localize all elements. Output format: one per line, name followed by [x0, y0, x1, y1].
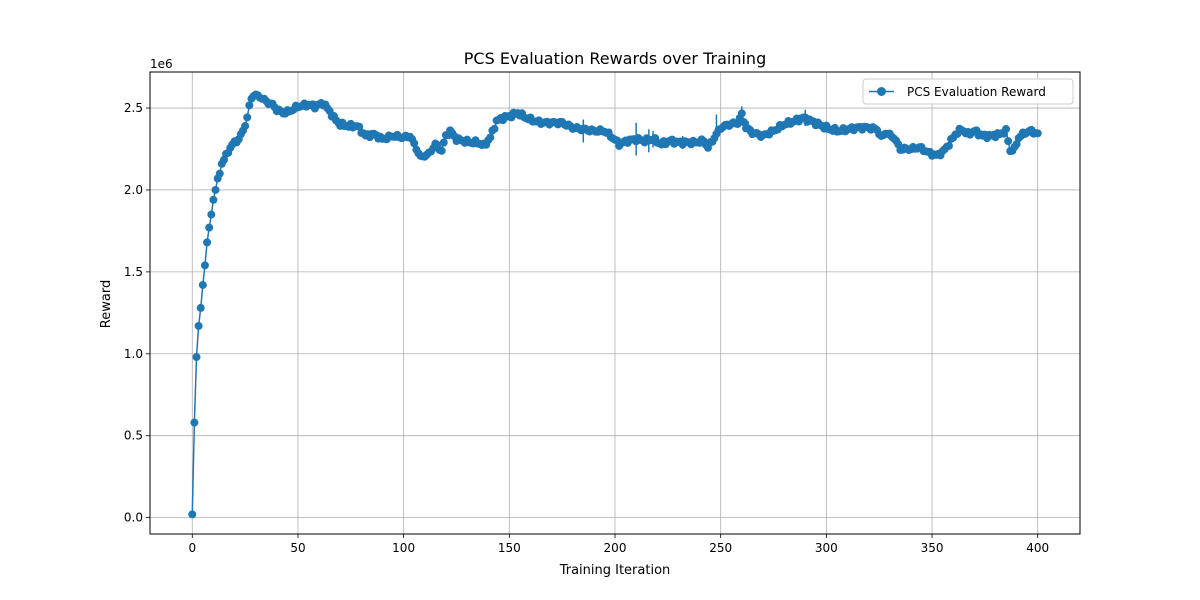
data-point	[188, 510, 197, 519]
x-tick-label: 200	[604, 541, 627, 555]
x-tick-label: 150	[498, 541, 521, 555]
data-point	[486, 133, 495, 142]
data-point	[211, 185, 220, 194]
data-point	[1004, 137, 1013, 146]
axes-frame	[149, 71, 1081, 535]
y-tick-label: 2.5	[124, 101, 143, 115]
y-tick-label: 0.5	[124, 429, 143, 443]
y-axis-label: Reward	[99, 280, 114, 328]
data-point	[194, 321, 203, 330]
data-point	[205, 223, 214, 232]
plot-area	[188, 90, 1042, 519]
data-point	[944, 141, 953, 150]
y-tick-label: 0.0	[124, 511, 143, 525]
data-point	[203, 238, 212, 247]
legend-label: PCS Evaluation Reward	[907, 85, 1046, 99]
x-tick-label: 300	[815, 541, 838, 555]
x-tick-label: 400	[1026, 541, 1049, 555]
legend-marker	[877, 87, 886, 96]
chart-title: PCS Evaluation Rewards over Training	[464, 49, 766, 68]
legend-box	[862, 78, 1074, 105]
data-point	[245, 101, 254, 110]
data-point	[490, 124, 499, 133]
data-point	[739, 118, 748, 127]
data-point	[243, 113, 252, 122]
y-tick-label: 2.0	[124, 183, 143, 197]
data-point	[209, 195, 218, 204]
data-point	[439, 138, 448, 147]
x-tick-label: 100	[392, 541, 415, 555]
data-point	[192, 353, 201, 362]
legend: PCS Evaluation Reward	[862, 78, 1074, 105]
x-tick-label: 350	[921, 541, 944, 555]
data-point	[215, 169, 224, 178]
data-point	[198, 280, 207, 289]
x-tick-label: 50	[290, 541, 305, 555]
data-point	[410, 139, 419, 148]
data-point	[437, 146, 446, 155]
y-axis-ticks: 0.0 0.5 1.0 1.5 2.0 2.5	[124, 101, 150, 525]
data-point	[737, 109, 746, 118]
y-offset-label: 1e6	[150, 57, 173, 71]
y-tick-label: 1.5	[124, 265, 143, 279]
data-point	[196, 303, 205, 312]
x-tick-label: 250	[709, 541, 732, 555]
data-point	[355, 122, 364, 131]
data-point	[241, 121, 250, 130]
data-point	[190, 418, 199, 427]
data-point	[207, 210, 216, 219]
x-axis-ticks: 0 50 100 150 200 250 300 350 400	[188, 534, 1049, 555]
x-axis-label: Training Iteration	[559, 563, 671, 578]
x-tick-label: 0	[188, 541, 196, 555]
data-point	[1033, 129, 1042, 138]
y-tick-label: 1.0	[124, 347, 143, 361]
data-point	[1002, 125, 1011, 134]
data-point	[200, 261, 209, 270]
